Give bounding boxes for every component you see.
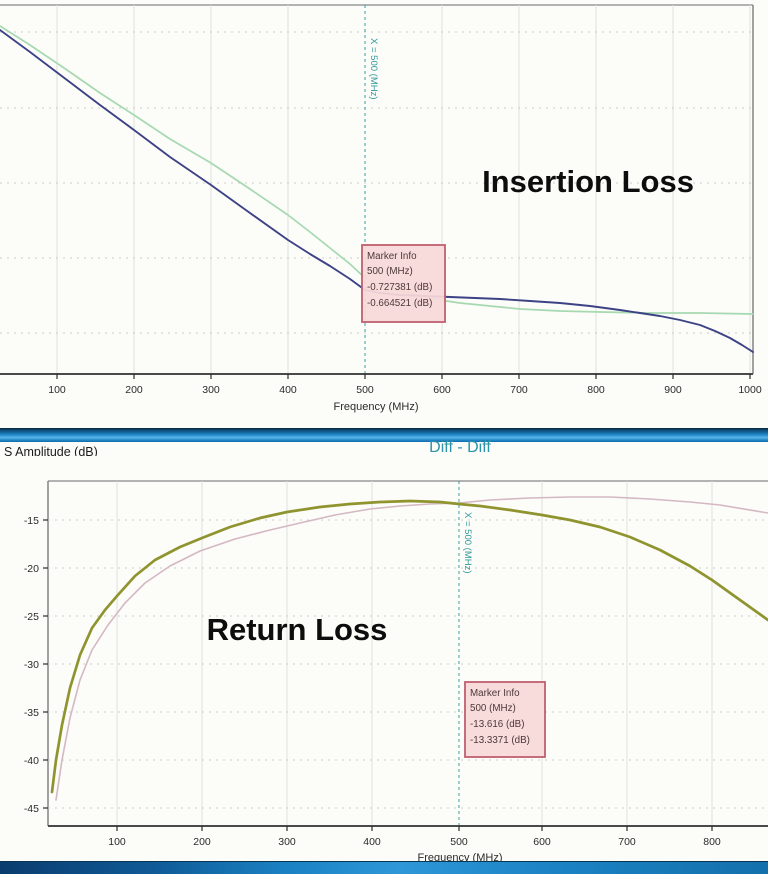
marker-info-value-1: -0.727381 (dB) xyxy=(367,282,432,293)
marker-info-box[interactable]: Marker Info 500 (MHz) -0.727381 (dB) -0.… xyxy=(361,244,446,323)
bottom-taskbar xyxy=(0,861,768,874)
y-tick-label: -20 xyxy=(24,563,39,575)
y-tick-label: -25 xyxy=(24,611,39,623)
return-loss-panel xyxy=(0,456,768,861)
plot-title-diff-diff: Diff - Diff xyxy=(429,439,491,456)
x-tick-marks xyxy=(56,374,751,379)
diff-trace-pink xyxy=(55,496,768,801)
x-tick-labels: 100 200 300 400 500 600 700 800 900 1000 xyxy=(48,384,762,396)
x-tick-label: 800 xyxy=(587,384,605,396)
insertion-loss-chart: X = 500 (MHz) 100 200 300 400 500 600 70… xyxy=(0,4,762,413)
x-tick-label: 700 xyxy=(510,384,528,396)
marker-info-title: Marker Info xyxy=(470,688,520,699)
y-gridlines xyxy=(48,519,768,809)
return-loss-title: Return Loss xyxy=(207,612,388,647)
x-tick-label: 600 xyxy=(533,836,551,848)
x-tick-label: 400 xyxy=(363,836,381,848)
divider-bar xyxy=(0,428,768,443)
y-tick-label: -40 xyxy=(24,755,39,767)
y-tick-label: -45 xyxy=(24,803,39,815)
x-marker-line-label: X = 500 (MHz) xyxy=(462,512,473,574)
insertion-loss-panel xyxy=(0,0,768,428)
x-tick-label: 500 xyxy=(356,384,374,396)
x-tick-label: 100 xyxy=(48,384,66,396)
x-tick-label: 200 xyxy=(193,836,211,848)
x-tick-label: 900 xyxy=(664,384,682,396)
diff-trace-olive xyxy=(50,499,768,794)
marker-info-freq: 500 (MHz) xyxy=(470,703,516,714)
x-tick-label: 500 xyxy=(450,836,468,848)
y-tick-label: -30 xyxy=(24,659,39,671)
marker-info-value-1: -13.616 (dB) xyxy=(470,719,524,730)
x-tick-labels: 100 200 300 400 500 600 700 800 xyxy=(108,836,721,848)
marker-info-value-2: -0.664521 (dB) xyxy=(367,298,432,309)
x-tick-label: 400 xyxy=(279,384,297,396)
y-tick-label: -15 xyxy=(24,515,39,527)
x-tick-label: 700 xyxy=(618,836,636,848)
insertion-loss-title: Insertion Loss xyxy=(482,164,694,199)
marker-info-freq: 500 (MHz) xyxy=(367,266,413,277)
x-gridlines xyxy=(116,481,713,826)
x-tick-label: 100 xyxy=(108,836,126,848)
x-tick-label: 200 xyxy=(125,384,143,396)
x-marker-line-label: X = 500 (MHz) xyxy=(368,38,379,100)
x-tick-label: 1000 xyxy=(738,384,762,396)
x-axis-label: Frequency (MHz) xyxy=(334,401,419,413)
return-loss-chart: X = 500 (MHz) -15 -20 -25 -30 -35 -40 -4… xyxy=(24,480,768,864)
x-tick-label: 600 xyxy=(433,384,451,396)
tick-marks xyxy=(43,519,713,831)
y-axis-title: S Amplitude (dB) xyxy=(4,445,98,459)
marker-info-value-2: -13.3371 (dB) xyxy=(470,735,530,746)
x-tick-label: 300 xyxy=(278,836,296,848)
marker-info-box[interactable]: Marker Info 500 (MHz) -13.616 (dB) -13.3… xyxy=(464,681,546,758)
x-tick-label: 800 xyxy=(703,836,721,848)
marker-info-title: Marker Info xyxy=(367,251,417,262)
y-tick-labels: -15 -20 -25 -30 -35 -40 -45 xyxy=(24,515,39,815)
y-tick-label: -35 xyxy=(24,707,39,719)
x-tick-label: 300 xyxy=(202,384,220,396)
